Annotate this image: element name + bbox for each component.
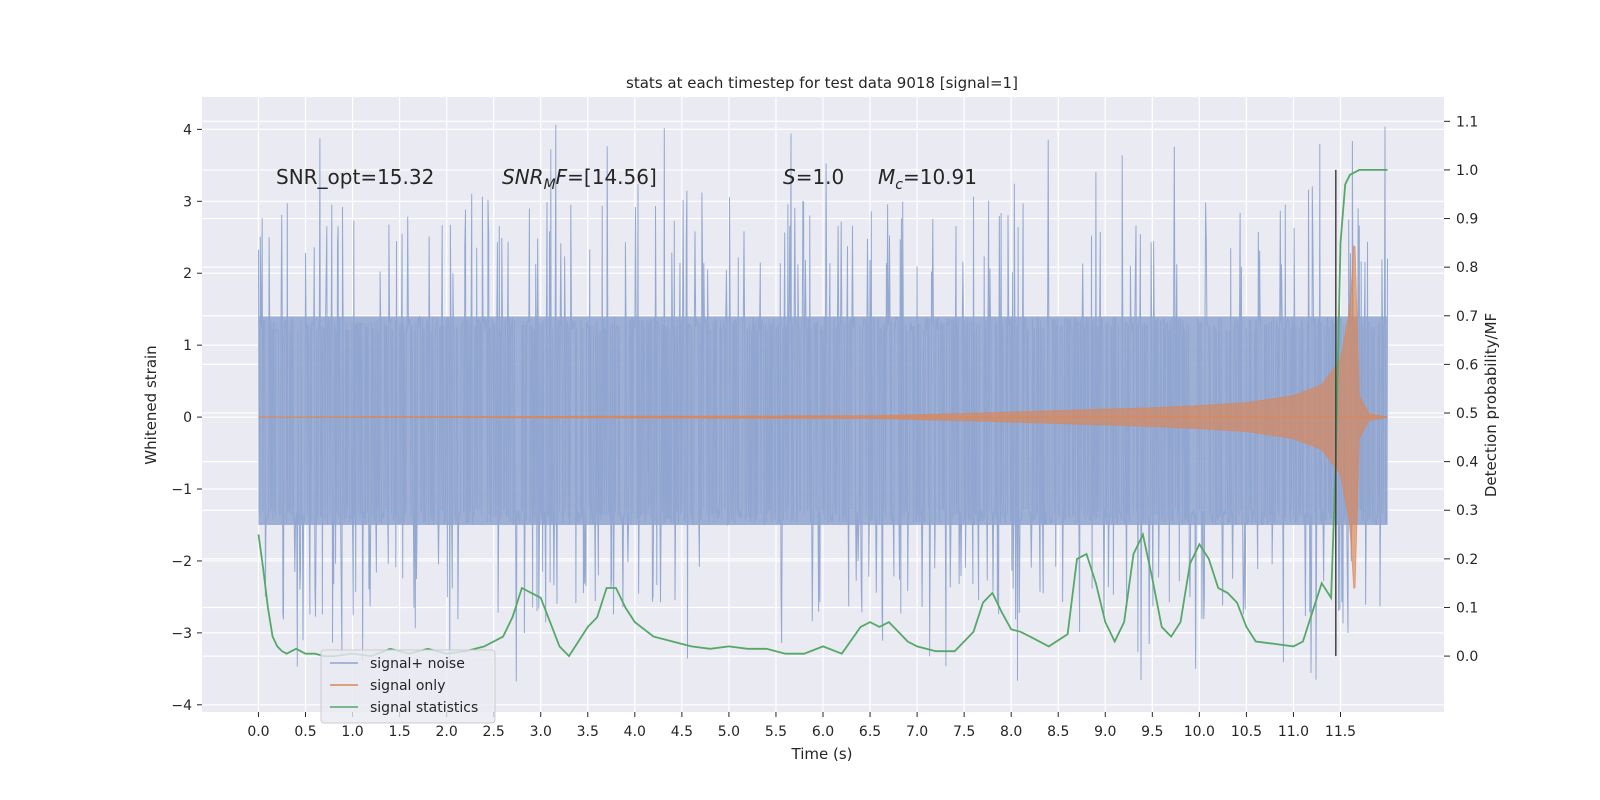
x-tick-label: 10.0 [1184,724,1215,740]
x-tick-label: 1.5 [388,724,410,740]
annotation-snr-mf-symbol-f: F [556,165,568,189]
annotation-mc-subscript: c [895,177,903,193]
x-tick-label: 8.0 [1000,724,1022,740]
annotation-snr-mf: SNRMF=[14.56] [502,165,657,193]
y2-tick-label: 0.4 [1456,455,1478,471]
x-tick-label: 10.5 [1231,724,1262,740]
y-tick-label: 4 [183,122,192,138]
y-axis-label: Whitened strain [142,345,160,464]
x-tick-label: 2.5 [483,724,505,740]
annotation-s: S=1.0 [783,165,844,189]
x-tick-label: 8.5 [1047,724,1069,740]
y2-tick-label: 0.2 [1456,552,1478,568]
x-tick-label: 3.5 [577,724,599,740]
x-tick-label: 7.0 [906,724,928,740]
x-tick-label: 4.5 [671,724,693,740]
y2-tick-label: 0.5 [1456,406,1478,422]
x-tick-label: 0.5 [294,724,316,740]
x-axis-ticks: 0.0 0.5 1.0 1.5 2.0 2.5 3.0 3.5 4.0 4.5 5.0 5.5 6.0 6… [247,712,1356,740]
y2-axis-ticks: 0.0 0.1 0.2 0.3 0.4 0.5 0.6 0.7 0.8 0.9 1.0 1.1 [1444,114,1478,665]
annotation-mc: Mc=10.91 [878,165,977,193]
x-tick-label: 11.0 [1278,724,1309,740]
x-tick-label: 0.0 [247,724,269,740]
y2-tick-label: 0.6 [1456,357,1478,373]
y2-tick-label: 1.0 [1456,163,1478,179]
annotation-s-symbol: S [783,165,796,189]
x-tick-label: 7.5 [953,724,975,740]
x-tick-label: 2.0 [436,724,458,740]
y2-tick-label: 0.3 [1456,503,1478,519]
y2-tick-label: 1.1 [1456,114,1478,130]
y-tick-label: 1 [183,338,192,354]
annotation-mc-symbol: M [878,165,895,189]
x-tick-label: 3.0 [530,724,552,740]
legend-label-signal-noise: signal+ noise [370,656,465,672]
y2-tick-label: 0.8 [1456,260,1478,276]
x-tick-label: 1.0 [341,724,363,740]
annotation-mc-value: =10.91 [903,165,977,189]
y2-tick-label: 0.0 [1456,649,1478,665]
y2-tick-label: 0.9 [1456,212,1478,228]
x-tick-label: 9.5 [1141,724,1163,740]
x-tick-label: 6.5 [859,724,881,740]
series-signal-only [258,245,1388,589]
x-tick-label: 5.5 [765,724,787,740]
x-tick-label: 4.0 [624,724,646,740]
y-tick-label: −1 [171,482,192,498]
y-tick-label: −3 [171,626,192,642]
y-tick-label: 0 [183,410,192,426]
y-tick-label: −4 [171,698,192,714]
y-tick-label: −2 [171,554,192,570]
annotation-s-value: =1.0 [796,165,845,189]
y2-tick-label: 0.1 [1456,600,1478,616]
legend-label-signal-statistics: signal statistics [370,700,478,716]
x-axis-label: Time (s) [791,745,853,763]
chart-title: stats at each timestep for test data 901… [626,74,1018,92]
y-tick-label: 3 [183,194,192,210]
legend-box [320,649,496,724]
annotation-snr-mf-symbol: SNR [502,165,544,189]
x-tick-label: 11.5 [1325,724,1356,740]
x-tick-label: 9.0 [1094,724,1116,740]
legend: signal+ noise signal only signal statist… [320,649,496,724]
annotation-snr-opt: SNR_opt=15.32 [276,165,434,189]
annotation-snr-mf-value: =[14.56] [567,165,657,189]
y2-tick-label: 0.7 [1456,309,1478,325]
y-tick-label: 2 [183,266,192,282]
x-tick-label: 6.0 [812,724,834,740]
annotation-snr-mf-subscript: M [544,177,556,193]
y-axis-ticks: −4 −3 −2 −1 0 1 2 3 4 [171,122,202,714]
x-tick-label: 5.0 [718,724,740,740]
y2-axis-label: Detection probability/MF [1482,313,1500,497]
legend-label-signal-only: signal only [370,678,445,694]
